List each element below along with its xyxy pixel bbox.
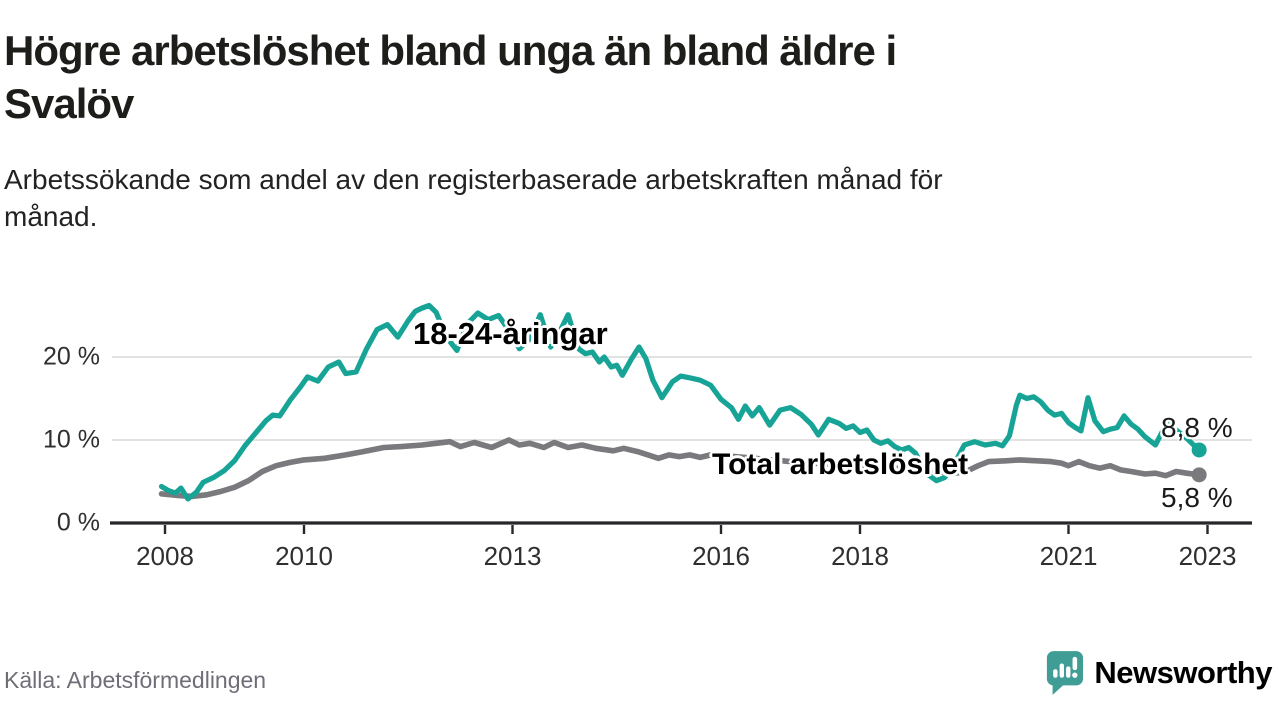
series-line-total bbox=[158, 437, 1202, 500]
chart-title: Högre arbetslöshet bland unga än bland ä… bbox=[4, 24, 1234, 130]
series-line-youth bbox=[158, 302, 1202, 502]
chart-subtitle-line-1: Arbetssökande som andel av den registerb… bbox=[4, 164, 943, 195]
x-axis-tick-label: 2016 bbox=[692, 541, 750, 571]
series-label-youth: 18-24-åringar bbox=[413, 316, 608, 351]
y-axis-tick-label: 20 % bbox=[43, 342, 100, 371]
end-value-label-youth: 8,8 % bbox=[1161, 412, 1233, 443]
chart-subtitle: Arbetssökande som andel av den registerb… bbox=[4, 161, 1234, 235]
series-label-total: Total arbetslöshet bbox=[712, 448, 969, 481]
x-axis-tick-label: 2013 bbox=[483, 541, 542, 571]
chart-title-line-1: Högre arbetslöshet bland unga än bland ä… bbox=[4, 27, 897, 74]
x-axis-tick-label: 2018 bbox=[831, 541, 889, 571]
chart-title-line-2: Svalöv bbox=[4, 80, 134, 127]
x-axis-tick-label: 2010 bbox=[275, 541, 333, 571]
series-end-dot-youth bbox=[1191, 442, 1207, 458]
newsworthy-speech-bubble-chart-icon bbox=[1047, 651, 1084, 695]
y-axis-tick-label: 10 % bbox=[43, 425, 100, 454]
chart-subtitle-line-2: månad. bbox=[4, 201, 98, 232]
end-value-label-total: 5,8 % bbox=[1161, 482, 1233, 513]
series-end-dot-total bbox=[1191, 467, 1207, 483]
y-axis-tick-label: 0 % bbox=[56, 508, 100, 537]
brand-logo: Newsworthy bbox=[1045, 650, 1272, 696]
x-axis-tick-label: 2008 bbox=[136, 541, 194, 571]
x-axis-tick-label: 2023 bbox=[1178, 541, 1237, 571]
brand-name: Newsworthy bbox=[1094, 655, 1272, 690]
x-axis-tick-label: 2021 bbox=[1039, 541, 1098, 571]
source-note: Källa: Arbetsförmedlingen bbox=[4, 667, 267, 693]
